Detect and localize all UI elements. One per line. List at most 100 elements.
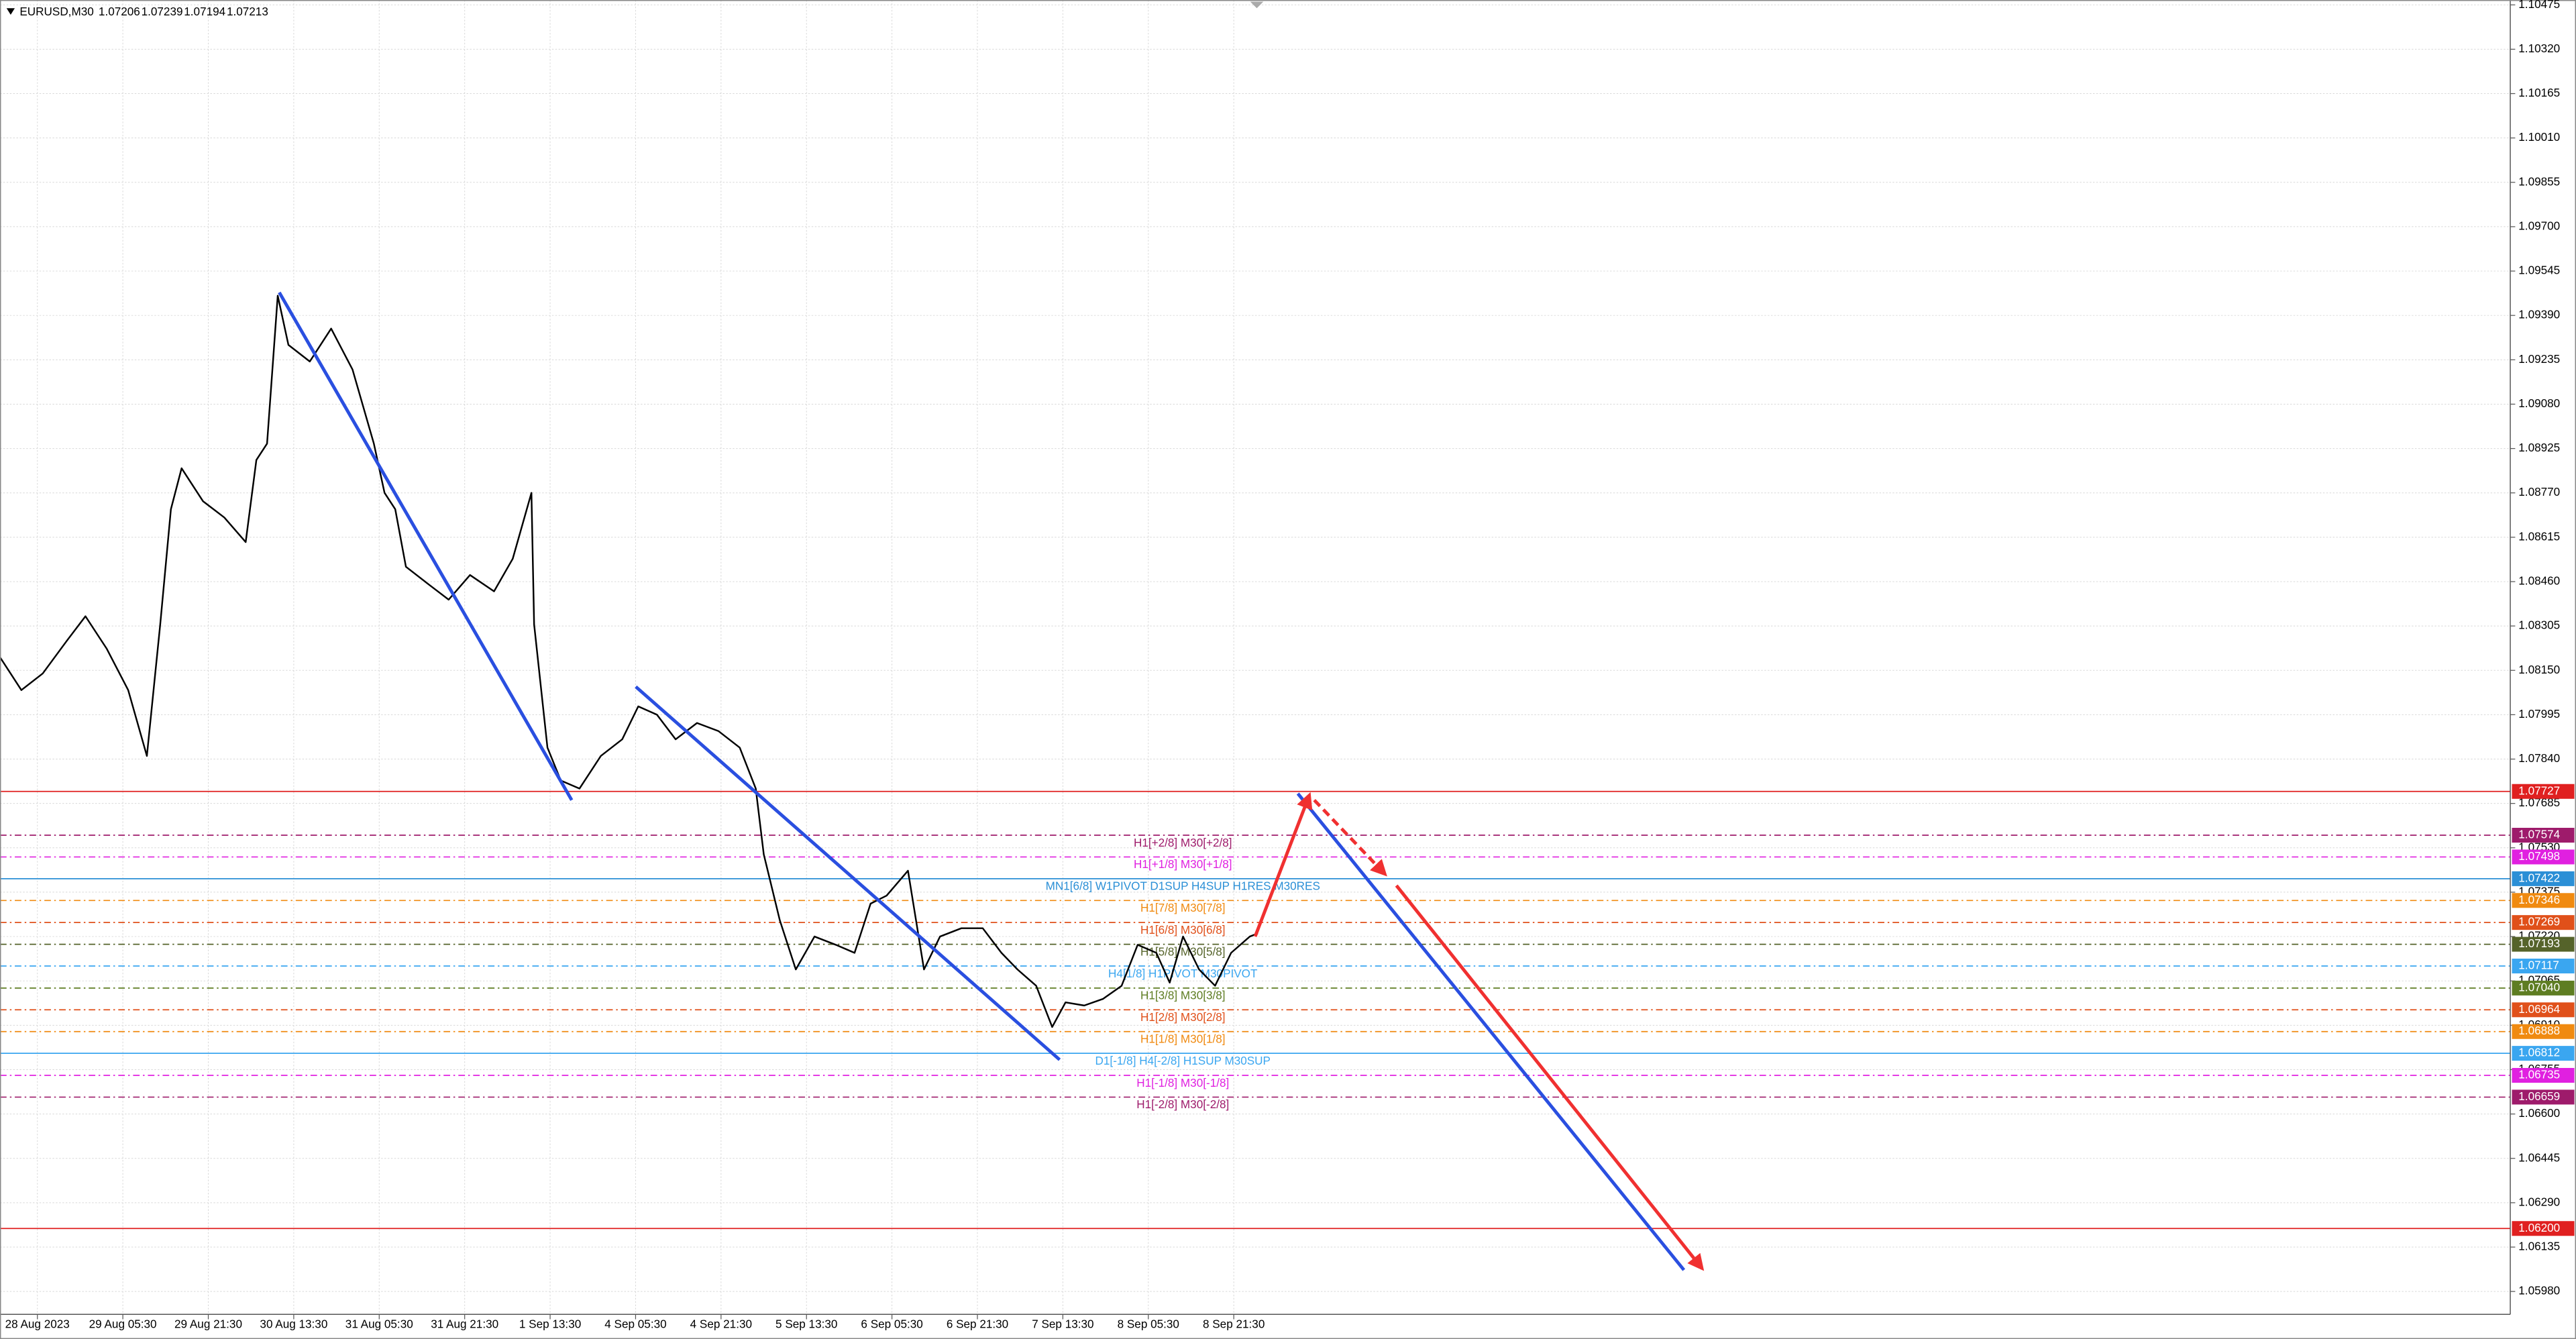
level-annotation: H1[1/8] M30[1/8] (1140, 1032, 1226, 1045)
level-label: 1.06735 (2518, 1068, 2560, 1081)
level-label-bg (2512, 1221, 2575, 1236)
y-tick-label: 1.05980 (2518, 1284, 2560, 1297)
y-tick-label: 1.07685 (2518, 796, 2560, 809)
y-tick-label: 1.06445 (2518, 1150, 2560, 1164)
level-label-bg (2512, 893, 2575, 908)
level-label: 1.06200 (2518, 1221, 2560, 1234)
level-label: 1.06659 (2518, 1089, 2560, 1103)
trend-line (1296, 792, 1686, 1271)
level-label: 1.07422 (2518, 871, 2560, 884)
ohlc-value: 1.07194 (184, 5, 225, 18)
level-label: 1.07346 (2518, 893, 2560, 906)
x-tick-label: 8 Sep 05:30 (1118, 1318, 1179, 1331)
level-label-bg (2512, 827, 2575, 843)
trend-lines (278, 291, 1705, 1271)
y-tick-label: 1.08925 (2518, 441, 2560, 454)
y-tick-label: 1.07840 (2518, 751, 2560, 765)
y-tick-label: 1.06600 (2518, 1106, 2560, 1120)
forecast-arrow (1395, 884, 1705, 1271)
level-label-bg (2512, 1046, 2575, 1061)
x-tick-label: 30 Aug 13:30 (260, 1318, 327, 1331)
ohlc-value: 1.07239 (142, 5, 183, 18)
level-label-bg (2512, 915, 2575, 930)
level-label: 1.07574 (2518, 828, 2560, 841)
grid (0, 0, 2511, 1315)
y-tick-label: 1.06135 (2518, 1240, 2560, 1253)
trend-line (635, 685, 1061, 1061)
x-tick-label: 4 Sep 05:30 (604, 1318, 666, 1331)
x-tick-label: 4 Sep 21:30 (690, 1318, 752, 1331)
y-tick-label: 1.08460 (2518, 574, 2560, 588)
level-label-bg (2512, 1024, 2575, 1039)
x-tick-label: 8 Sep 21:30 (1203, 1318, 1265, 1331)
level-label-bg (2512, 1002, 2575, 1018)
y-tick-label: 1.10010 (2518, 130, 2560, 144)
level-label: 1.07040 (2518, 980, 2560, 994)
level-annotation: H1[+1/8] M30[+1/8] (1134, 857, 1232, 871)
level-annotation: H1[+2/8] M30[+2/8] (1134, 836, 1232, 849)
level-annotation: D1[-1/8] H4[-2/8] H1SUP M30SUP (1095, 1054, 1271, 1067)
y-tick-label: 1.10165 (2518, 86, 2560, 99)
level-label-bg (2512, 871, 2575, 886)
x-tick-label: 1 Sep 13:30 (519, 1318, 581, 1331)
y-tick-label: 1.07995 (2518, 707, 2560, 720)
symbol: EURUSD,M30 (19, 5, 93, 18)
level-annotation: H1[5/8] M30[5/8] (1140, 945, 1226, 958)
y-tick-label: 1.06290 (2518, 1195, 2560, 1208)
x-tick-label: 6 Sep 05:30 (861, 1318, 922, 1331)
y-tick-label: 1.09390 (2518, 308, 2560, 321)
level-label: 1.06888 (2518, 1024, 2560, 1037)
level-label-bg (2512, 784, 2575, 799)
level-annotation: H1[-1/8] M30[-1/8] (1136, 1076, 1229, 1089)
level-label: 1.06812 (2518, 1046, 2560, 1059)
forecast-arrow (1313, 799, 1387, 877)
level-annotation: H1[-2/8] M30[-2/8] (1136, 1097, 1229, 1111)
ohlc-value: 1.07206 (99, 5, 140, 18)
x-tick-label: 5 Sep 13:30 (775, 1318, 837, 1331)
level-label: 1.06964 (2518, 1002, 2560, 1016)
menu-triangle (6, 8, 15, 15)
level-label: 1.07727 (2518, 784, 2560, 797)
level-annotation: H1[6/8] M30[6/8] (1140, 923, 1226, 936)
y-tick-label: 1.09545 (2518, 264, 2560, 277)
y-tick-label: 1.10475 (2518, 0, 2560, 11)
level-annotation: H1[2/8] M30[2/8] (1140, 1010, 1226, 1024)
level-label-bg (2512, 1089, 2575, 1105)
level-label: 1.07193 (2518, 936, 2560, 950)
level-label-bg (2512, 958, 2575, 974)
trend-line (278, 291, 574, 801)
ohlc-value: 1.07213 (227, 5, 268, 18)
x-tick-label: 31 Aug 21:30 (431, 1318, 498, 1331)
y-tick-label: 1.09855 (2518, 174, 2560, 188)
header: EURUSD,M30 1.07206 1.07239 1.07194 1.07213 (6, 5, 268, 18)
y-tick-label: 1.10320 (2518, 42, 2560, 55)
level-annotation: H1[3/8] M30[3/8] (1140, 989, 1226, 1002)
y-tick-label: 1.09235 (2518, 352, 2560, 366)
level-label: 1.07269 (2518, 915, 2560, 928)
price (0, 294, 1258, 1028)
y-tick-label: 1.08305 (2518, 619, 2560, 632)
y-tick-label: 1.08770 (2518, 485, 2560, 498)
level-label-bg (2512, 980, 2575, 996)
level-annotation: H4[1/8] H1PIVOT M30PIVOT (1108, 967, 1258, 980)
y-tick-label: 1.08615 (2518, 529, 2560, 543)
x-tick-label: 29 Aug 05:30 (89, 1318, 157, 1331)
level-annotation: H1[7/8] M30[7/8] (1140, 901, 1226, 914)
price-line (0, 294, 1258, 1028)
y-tick-label: 1.09080 (2518, 396, 2560, 410)
level-label-bg (2512, 936, 2575, 952)
y-tick-label: 1.08150 (2518, 663, 2560, 676)
x-tick-label: 7 Sep 13:30 (1032, 1318, 1093, 1331)
x-tick-label: 28 Aug 2023 (5, 1318, 70, 1331)
level-annotation: MN1[6/8] W1PIVOT D1SUP H4SUP H1RES M30RE… (1046, 879, 1320, 893)
level-label-bg (2512, 849, 2575, 865)
levels: H1[+2/8] M30[+2/8] H1[+1/8] M30[+1/8] MN1[… (0, 790, 2511, 1230)
level-label-bg (2512, 1067, 2575, 1083)
x-tick-label: 31 Aug 05:30 (345, 1318, 413, 1331)
x-tick-label: 29 Aug 21:30 (174, 1318, 242, 1331)
